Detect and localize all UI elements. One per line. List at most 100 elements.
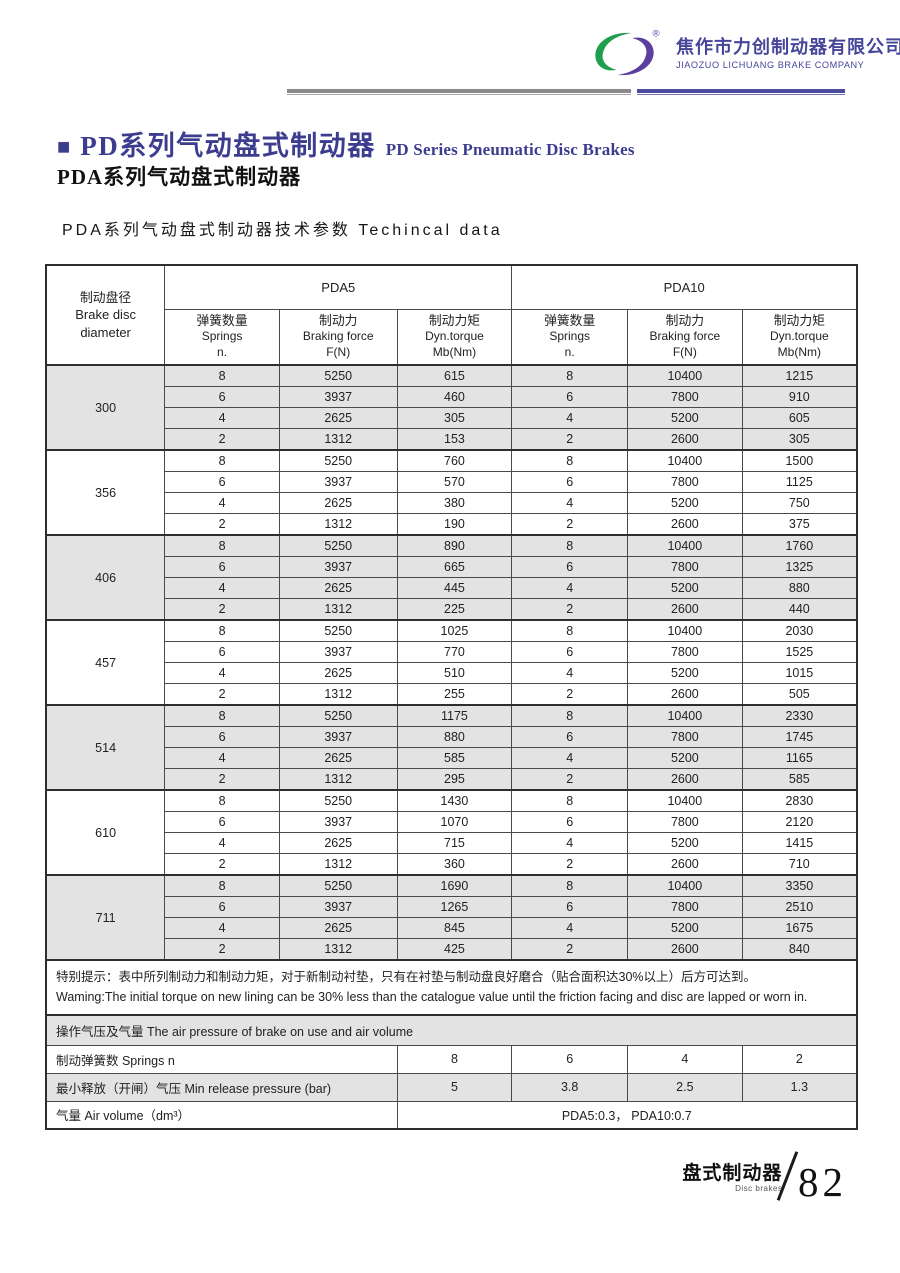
data-cell: 8 (511, 874, 628, 898)
warning-text-cn: 特别提示：表中所列制动力和制动力矩，对于新制动衬垫，只有在衬垫与制动盘良好磨合（… (56, 970, 757, 985)
table-row: 4 2625 380 4 5200 750 (46, 492, 858, 515)
data-cell: 1312 (278, 938, 398, 961)
corner-header-cn: 制动盘径 (80, 289, 132, 305)
data-cell: 8 (511, 534, 628, 558)
data-cell: 4 (511, 407, 628, 430)
data-cell: 7800 (627, 811, 743, 834)
data-cell: 2600 (627, 513, 743, 536)
pressure-section-header-row: 操作气压及气量 The air pressure of brake on use… (45, 1013, 858, 1046)
table-row: 2 1312 153 2 2600 305 (46, 428, 858, 451)
table-row: 406 8 5250 890 8 10400 1760 (45, 534, 858, 621)
data-cell: 2625 (278, 492, 398, 515)
data-cell: 4 (511, 747, 628, 770)
data-cell: 2030 (741, 619, 858, 643)
data-cell: 8 (511, 364, 628, 388)
data-cell: 440 (741, 598, 858, 621)
table-heading: PDA系列气动盘式制动器技术参数 Techincal data (62, 222, 503, 239)
data-cell: 2 (164, 513, 280, 536)
pressure-value-cell: 2.5 (627, 1072, 743, 1102)
table-row: 2 1312 255 2 2600 505 (46, 683, 858, 706)
data-cell: 1312 (278, 513, 398, 536)
data-cell: 6 (511, 896, 628, 919)
data-cell: 8 (511, 789, 628, 813)
page-title-en: PD Series Pneumatic Disc Brakes (385, 140, 635, 159)
data-cell: 5200 (627, 577, 743, 600)
data-cell: 460 (396, 386, 513, 409)
data-cell: 2600 (627, 683, 743, 706)
data-cell: 1760 (741, 534, 858, 558)
table-row: 6 3937 770 6 7800 1525 (46, 641, 858, 664)
table-row: 4 2625 715 4 5200 1415 (46, 832, 858, 855)
page-title-cn: PD系列气动盘式制动器 (80, 131, 376, 161)
table-row: 6 3937 665 6 7800 1325 (46, 556, 858, 579)
pressure-row: 最小释放（开闸）气压 Min release pressure (bar) 5 3.… (45, 1072, 858, 1102)
table-row: 2 1312 190 2 2600 375 (46, 513, 858, 536)
data-cell: 3937 (278, 556, 398, 579)
table-row: 457 8 5250 1025 8 10400 2030 (45, 619, 858, 706)
data-cell: 1430 (396, 789, 513, 813)
data-cell: 4 (164, 577, 280, 600)
data-cell: 665 (396, 556, 513, 579)
table-row: 6 3937 460 6 7800 910 (46, 386, 858, 409)
warning-cell: 特别提示：表中所列制动力和制动力矩，对于新制动衬垫，只有在衬垫与制动盘良好磨合（… (45, 959, 858, 1016)
model-header-pda5: PDA5 (164, 264, 513, 310)
data-cell: 2 (511, 938, 628, 961)
data-cell: 5250 (278, 364, 398, 388)
title-bullet: ■ (57, 134, 71, 159)
data-cell: 2625 (278, 747, 398, 770)
disc-diameter-cell: 356 (45, 449, 166, 536)
header-rule-purple (637, 89, 845, 97)
disc-diameter-cell: 610 (45, 789, 166, 876)
footer-label-cn: 盘式制动器 (682, 1163, 783, 1184)
data-cell: 1690 (396, 874, 513, 898)
data-cell: 3937 (278, 471, 398, 494)
col-header-dyn-torque-pda10: 制动力矩 Dyn.torque Mb(Nm) (741, 308, 858, 367)
data-cell: 2 (164, 428, 280, 451)
data-cell: 6 (511, 726, 628, 749)
data-cell: 1312 (278, 428, 398, 451)
data-cell: 3937 (278, 386, 398, 409)
data-cell: 7800 (627, 641, 743, 664)
data-cell: 910 (741, 386, 858, 409)
data-cell: 5200 (627, 832, 743, 855)
data-cell: 760 (396, 449, 513, 473)
table-body: 300 8 5250 615 8 10400 1215 6 3937 460 6 7800 910 4 26… (45, 364, 858, 961)
pressure-row-label: 气量 Air volume（dm³） (45, 1100, 398, 1130)
table-row: 356 8 5250 760 8 10400 1500 (45, 449, 858, 536)
table-row: 2 1312 225 2 2600 440 (46, 598, 858, 621)
data-cell: 845 (396, 917, 513, 940)
data-cell: 2 (511, 683, 628, 706)
data-cell: 2600 (627, 598, 743, 621)
data-cell: 8 (511, 449, 628, 473)
table-header: 制动盘径 Brake disc diameter PDA5 PDA10 弹簧数量… (45, 264, 858, 367)
table-row: 2 1312 295 2 2600 585 (46, 768, 858, 791)
model-header-pda10: PDA10 (511, 264, 858, 310)
data-cell: 7800 (627, 556, 743, 579)
table-row: 6 3937 570 6 7800 1125 (46, 471, 858, 494)
data-cell: 7800 (627, 471, 743, 494)
data-cell: 2625 (278, 832, 398, 855)
data-cell: 8 (511, 619, 628, 643)
data-cell: 5250 (278, 449, 398, 473)
data-cell: 2830 (741, 789, 858, 813)
data-cell: 6 (511, 811, 628, 834)
disc-diameter-cell: 300 (45, 364, 166, 451)
table-row: 514 8 5250 1175 8 10400 2330 (45, 704, 858, 791)
page-number: 82 (798, 1159, 847, 1206)
data-cell: 10400 (627, 874, 743, 898)
data-cell: 2 (511, 428, 628, 451)
data-cell: 1175 (396, 704, 513, 728)
data-cell: 6 (164, 471, 280, 494)
pressure-value-cell: 5 (396, 1072, 513, 1102)
data-cell: 2120 (741, 811, 858, 834)
data-cell: 3937 (278, 811, 398, 834)
data-cell: 225 (396, 598, 513, 621)
data-cell: 305 (396, 407, 513, 430)
data-cell: 615 (396, 364, 513, 388)
data-cell: 605 (741, 407, 858, 430)
data-cell: 6 (511, 471, 628, 494)
data-cell: 505 (741, 683, 858, 706)
data-cell: 715 (396, 832, 513, 855)
data-cell: 585 (396, 747, 513, 770)
